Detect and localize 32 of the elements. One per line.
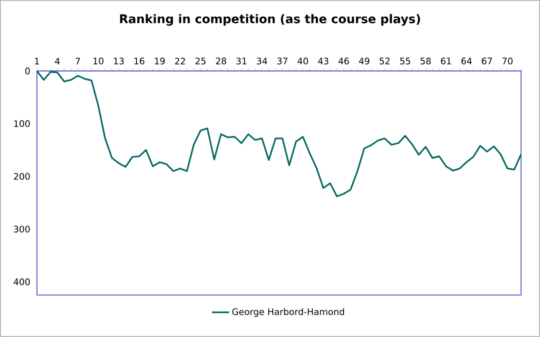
x-tick-label: 43 [318,58,328,64]
x-tick-label: 4 [54,58,60,64]
x-tick-label: 10 [94,58,104,64]
y-tick-label: 300 [14,226,30,233]
x-tick-label: 58 [420,58,431,64]
x-tick-label: 1 [35,58,39,64]
x-tick-label: 67 [482,58,492,64]
x-tick-label: 55 [400,58,410,64]
x-tick-label: 40 [298,58,308,64]
line-series [36,70,522,198]
x-tick-label: 37 [277,58,288,64]
x-tick-label: 64 [461,58,472,64]
x-tick-label: 22 [175,58,185,64]
y-tick-label: 100 [14,120,30,128]
chart-title: Ranking in competition (as the course plays) [120,14,420,26]
x-tick-label: 28 [216,58,226,64]
x-tick-label: 25 [196,58,206,64]
y-tick-label: 400 [14,278,30,286]
x-tick-label: 52 [380,58,390,64]
x-tick-label: 19 [154,58,165,64]
x-tick-label: 16 [134,58,144,64]
x-tick-label: 49 [358,58,370,64]
x-tick-label: 70 [502,58,513,64]
y-tick-label: 0 [25,68,30,74]
x-tick-label: 31 [236,58,246,64]
legend-label: George Harbord-Hamond [232,308,344,317]
x-tick-label: 46 [338,58,349,64]
x-tick-label: 61 [440,58,451,64]
x-tick-label: 34 [256,58,268,64]
y-tick-label: 200 [14,173,30,180]
x-tick-label: 7 [76,58,80,64]
x-tick-label: 13 [114,58,124,64]
